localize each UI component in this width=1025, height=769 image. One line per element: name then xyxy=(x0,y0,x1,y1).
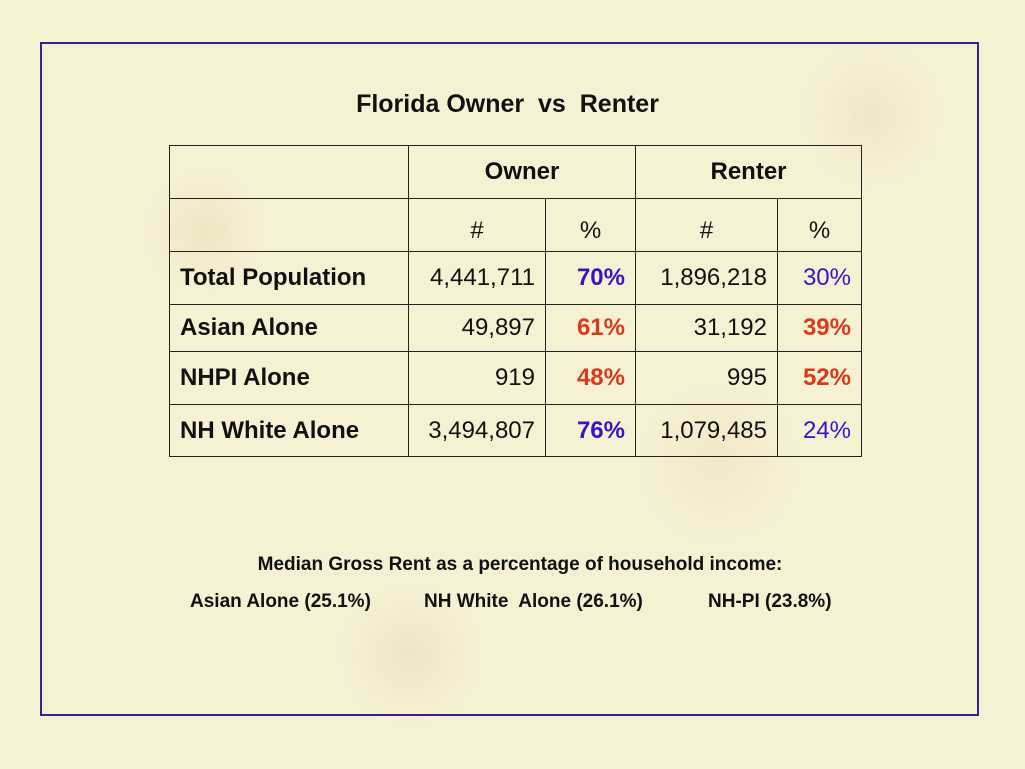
owner-count-cell: 3,494,807 xyxy=(408,404,546,457)
renter-count-cell: 995 xyxy=(635,351,778,405)
renter-group-header: Renter xyxy=(635,145,862,199)
renter-percent-cell: 24% xyxy=(777,404,862,457)
median-rent-note-heading: Median Gross Rent as a percentage of hou… xyxy=(257,554,783,575)
owner-group-header: Owner xyxy=(408,145,636,199)
table-corner-cell xyxy=(169,145,409,199)
table-row: Asian Alone 49,897 61% 31,192 39% xyxy=(169,304,862,352)
slide-title: Florida Owner vs Renter xyxy=(356,90,659,118)
row-label: NHPI Alone xyxy=(169,351,409,405)
table-row: NHPI Alone 919 48% 995 52% xyxy=(169,351,862,405)
table-sub-header-row: # % # % xyxy=(169,198,862,252)
owner-percent-cell: 70% xyxy=(545,251,636,305)
owner-count-cell: 4,441,711 xyxy=(408,251,546,305)
renter-count-cell: 1,079,485 xyxy=(635,404,778,457)
renter-percent-cell: 39% xyxy=(777,304,862,352)
row-label: Asian Alone xyxy=(169,304,409,352)
table-row: NH White Alone 3,494,807 76% 1,079,485 2… xyxy=(169,404,862,457)
renter-count-cell: 31,192 xyxy=(635,304,778,352)
renter-percent-header: % xyxy=(777,198,862,252)
note-item-nh-white: NH White Alone (26.1%) xyxy=(424,591,643,612)
owner-count-header: # xyxy=(408,198,546,252)
owner-percent-header: % xyxy=(545,198,636,252)
row-label: NH White Alone xyxy=(169,404,409,457)
table-group-header-row: Owner Renter xyxy=(169,145,862,199)
row-label: Total Population xyxy=(169,251,409,305)
owner-count-cell: 919 xyxy=(408,351,546,405)
renter-count-cell: 1,896,218 xyxy=(635,251,778,305)
owner-percent-cell: 76% xyxy=(545,404,636,457)
owner-percent-cell: 61% xyxy=(545,304,636,352)
table-row: Total Population 4,441,711 70% 1,896,218… xyxy=(169,251,862,305)
note-item-asian: Asian Alone (25.1%) xyxy=(190,591,371,612)
owner-renter-table: Owner Renter # % # % Total Population 4,… xyxy=(169,145,862,457)
note-item-nhpi: NH-PI (23.8%) xyxy=(708,591,832,612)
owner-count-cell: 49,897 xyxy=(408,304,546,352)
renter-count-header: # xyxy=(635,198,778,252)
renter-percent-cell: 52% xyxy=(777,351,862,405)
renter-percent-cell: 30% xyxy=(777,251,862,305)
owner-percent-cell: 48% xyxy=(545,351,636,405)
slide-frame xyxy=(40,42,979,716)
table-corner-cell xyxy=(169,198,409,252)
